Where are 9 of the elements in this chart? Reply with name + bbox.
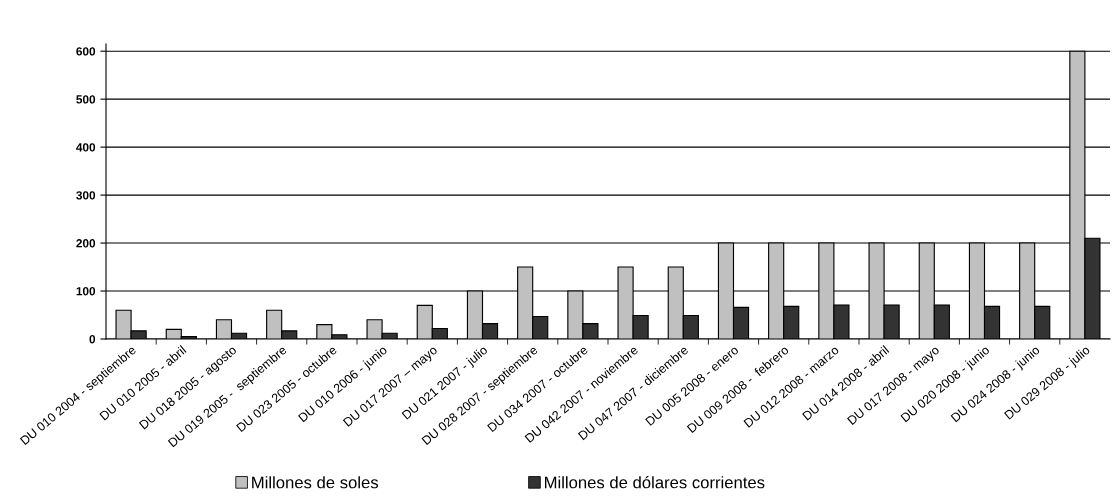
y-tick-label: 400 <box>76 143 96 152</box>
y-tick-label: 600 <box>76 47 96 56</box>
y-tick-label: 100 <box>76 287 96 296</box>
legend-label: Millones de dólares corrientes <box>544 475 765 489</box>
legend-label: Millones de soles <box>252 476 379 489</box>
y-tick-label: 200 <box>76 239 96 248</box>
y-tick-label: 300 <box>76 191 96 200</box>
y-tick-label: 500 <box>76 95 96 104</box>
y-tick-label: 0 <box>89 335 96 344</box>
